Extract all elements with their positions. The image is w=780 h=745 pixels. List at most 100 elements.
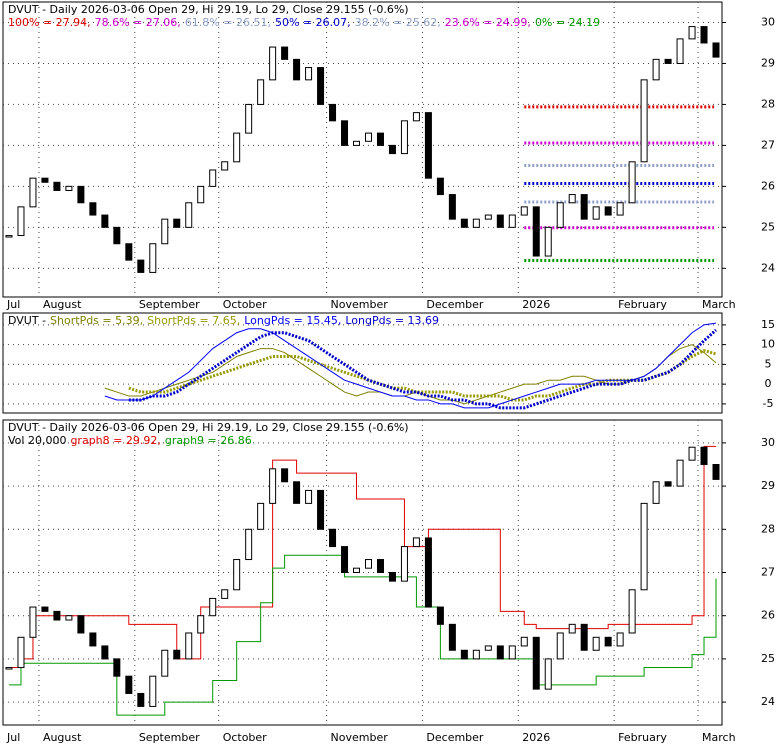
y-tick-label: 29 (761, 479, 775, 492)
y-tick-label: 24 (761, 695, 775, 708)
legend: DVUT - Daily 2026-03-06 Open 29, Hi 29.1… (8, 421, 409, 434)
candle (185, 202, 193, 228)
candle (233, 132, 241, 163)
y-tick-label: 24 (761, 261, 775, 274)
candle (652, 58, 660, 81)
candle (688, 26, 696, 40)
candle (544, 658, 552, 690)
plot-frame (2, 419, 723, 726)
candle (197, 615, 205, 634)
candle (17, 636, 25, 669)
legend-entry: graph8 = 29.92, (70, 434, 160, 447)
y-tick-label: 27 (761, 566, 775, 579)
candle (281, 468, 289, 483)
candle (113, 658, 121, 677)
candle (592, 636, 600, 651)
y-tick-label: 29 (761, 56, 775, 69)
x-tick-label: August (43, 731, 82, 744)
candle (221, 589, 229, 599)
candle (688, 446, 696, 461)
candle (496, 645, 504, 660)
candle (305, 489, 313, 504)
x-tick-label: Jul (6, 298, 20, 311)
legend-entry: LongPds = 13.69 (345, 314, 439, 327)
x-tick-label: September (139, 731, 200, 744)
y-tick-label: 26 (761, 179, 775, 192)
chart-title: DVUT - Daily 2026-03-06 Open 29, Hi 29.1… (8, 421, 409, 434)
x-tick-label: 2026 (522, 298, 550, 311)
legend-entry: 23.6% = 24.99, (445, 16, 531, 29)
candle (580, 194, 588, 220)
legend: DVUT - ShortPds = 5.39, ShortPds = 7.65, Lo… (8, 314, 439, 327)
candle (700, 446, 708, 465)
candle (281, 46, 289, 60)
candle (508, 645, 516, 660)
candle (616, 202, 624, 216)
candle (209, 169, 217, 187)
candle (29, 177, 37, 208)
series-line (8, 445, 717, 669)
candle (424, 537, 432, 608)
candle (388, 144, 396, 155)
candle (544, 226, 552, 257)
x-tick-label: December (426, 731, 484, 744)
candle (664, 481, 672, 487)
x-tick-label: Jul (6, 731, 20, 744)
candle (53, 181, 61, 191)
candle (508, 214, 516, 228)
candle (496, 214, 504, 228)
candle (364, 132, 372, 142)
x-tick-label: March (702, 298, 736, 311)
candle (137, 692, 145, 707)
candle (652, 481, 660, 504)
legend-entry: 78.6% = 27.06, (95, 16, 181, 29)
candle (400, 120, 408, 155)
candle (17, 206, 25, 237)
y-tick-label: 28 (761, 522, 775, 535)
candle (257, 502, 265, 530)
candle (173, 649, 181, 660)
series-line (8, 554, 717, 716)
candle (41, 606, 49, 612)
candle (305, 67, 313, 81)
x-tick-label: November (331, 298, 389, 311)
candle (388, 572, 396, 582)
candle (245, 103, 253, 134)
candle (460, 218, 468, 228)
candle (185, 632, 193, 660)
candle (628, 589, 636, 634)
candle (568, 194, 576, 204)
y-tick-label: 15 (761, 318, 775, 331)
y-tick-label: -5 (763, 397, 774, 410)
candle (341, 546, 349, 574)
candle (712, 463, 720, 480)
candle (448, 623, 456, 651)
x-tick-label: February (618, 298, 667, 311)
candle (604, 206, 612, 216)
legend-entry: ShortPds = 7.65, (147, 314, 240, 327)
legend-entry: 50% = 26.07, (275, 16, 351, 29)
candle (376, 559, 384, 574)
candle (556, 202, 564, 228)
candle (269, 46, 277, 81)
candle (472, 218, 480, 228)
candle (101, 214, 109, 228)
legend: DVUT - Daily 2026-03-06 Open 29, Hi 29.1… (8, 3, 409, 16)
candle (532, 206, 540, 257)
candle (173, 218, 181, 228)
candle (317, 67, 325, 105)
candle (77, 615, 85, 634)
legend-entry: LongPds = 15.45, (244, 314, 341, 327)
candle (436, 606, 444, 625)
candle (149, 675, 157, 707)
series-line (104, 322, 717, 409)
legend-entry: 38.2% = 25.62, (355, 16, 441, 29)
legend: 100% = 27.94, 78.6% = 27.06, 61.8% = 26.51… (8, 16, 600, 29)
y-tick-label: 27 (761, 138, 775, 151)
candle (101, 645, 109, 660)
candle (412, 537, 420, 548)
y-tick-label: 28 (761, 97, 775, 110)
legend-entry: graph9 = 26.86 (165, 434, 252, 447)
candle (424, 112, 432, 179)
